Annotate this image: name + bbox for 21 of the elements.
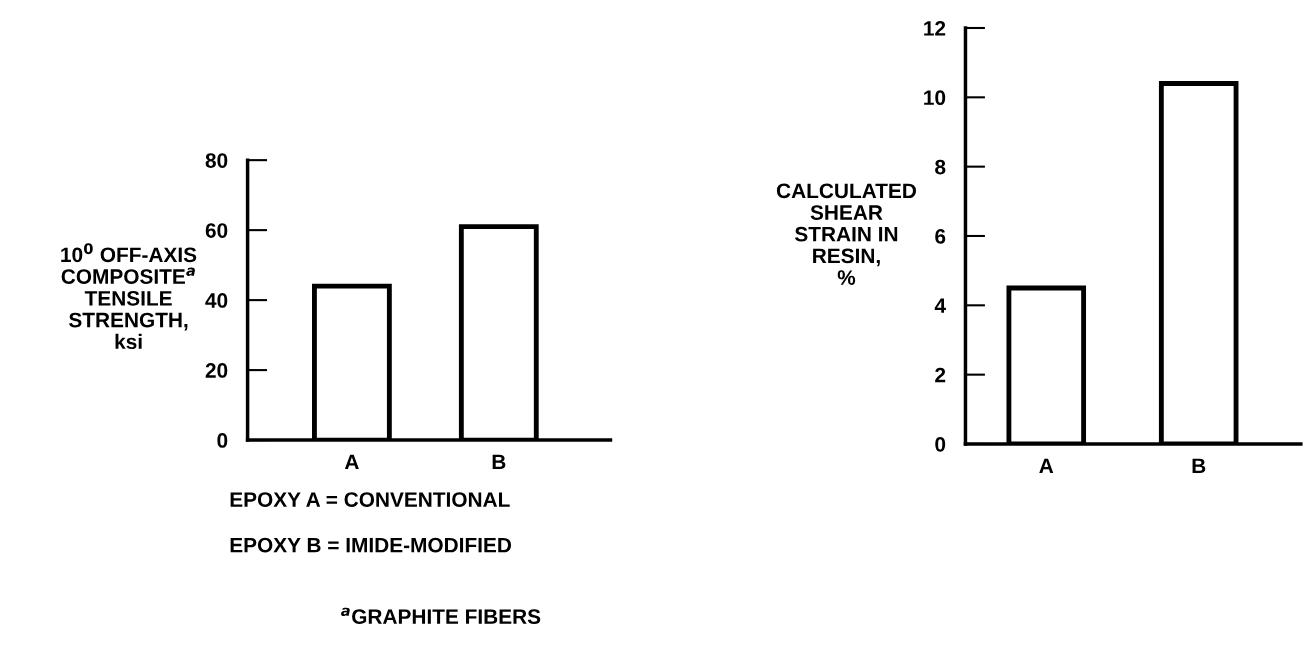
y-tick-label: 0 (217, 433, 228, 448)
x-tick-label: B (492, 454, 506, 470)
x-tick-label: B (1192, 458, 1206, 473)
x-tick-label: A (344, 454, 359, 470)
y-tick-label: 10 (924, 90, 946, 106)
y-tick-label: 12 (924, 20, 946, 36)
y-tick-label: 0 (935, 436, 946, 452)
text: EPOXY B = IMIDE-MODIFIED (230, 537, 512, 553)
y-tick-label: 20 (205, 363, 228, 378)
y-tick-label: 40 (205, 293, 228, 308)
y-tick-label: 4 (934, 298, 946, 313)
text: 10$^{0}$ OFF-AXIS COMPOSITE$^{a}$ TENSILE STRENGTH, ksi (61, 243, 197, 350)
y-tick-label: 6 (935, 228, 946, 244)
y-tick-label: 60 (205, 223, 228, 238)
y-tick-label: 80 (205, 153, 228, 168)
text: EPOXY A = CONVENTIONAL (230, 492, 510, 507)
y-tick-label: 2 (935, 367, 946, 383)
text: $^{a}$GRAPHITE FIBERS (341, 607, 541, 624)
x-tick-label: A (1039, 458, 1054, 473)
y-axis-title: CALCULATED SHEAR STRAIN IN RESIN, % (776, 183, 916, 285)
y-tick-label: 8 (935, 159, 946, 175)
